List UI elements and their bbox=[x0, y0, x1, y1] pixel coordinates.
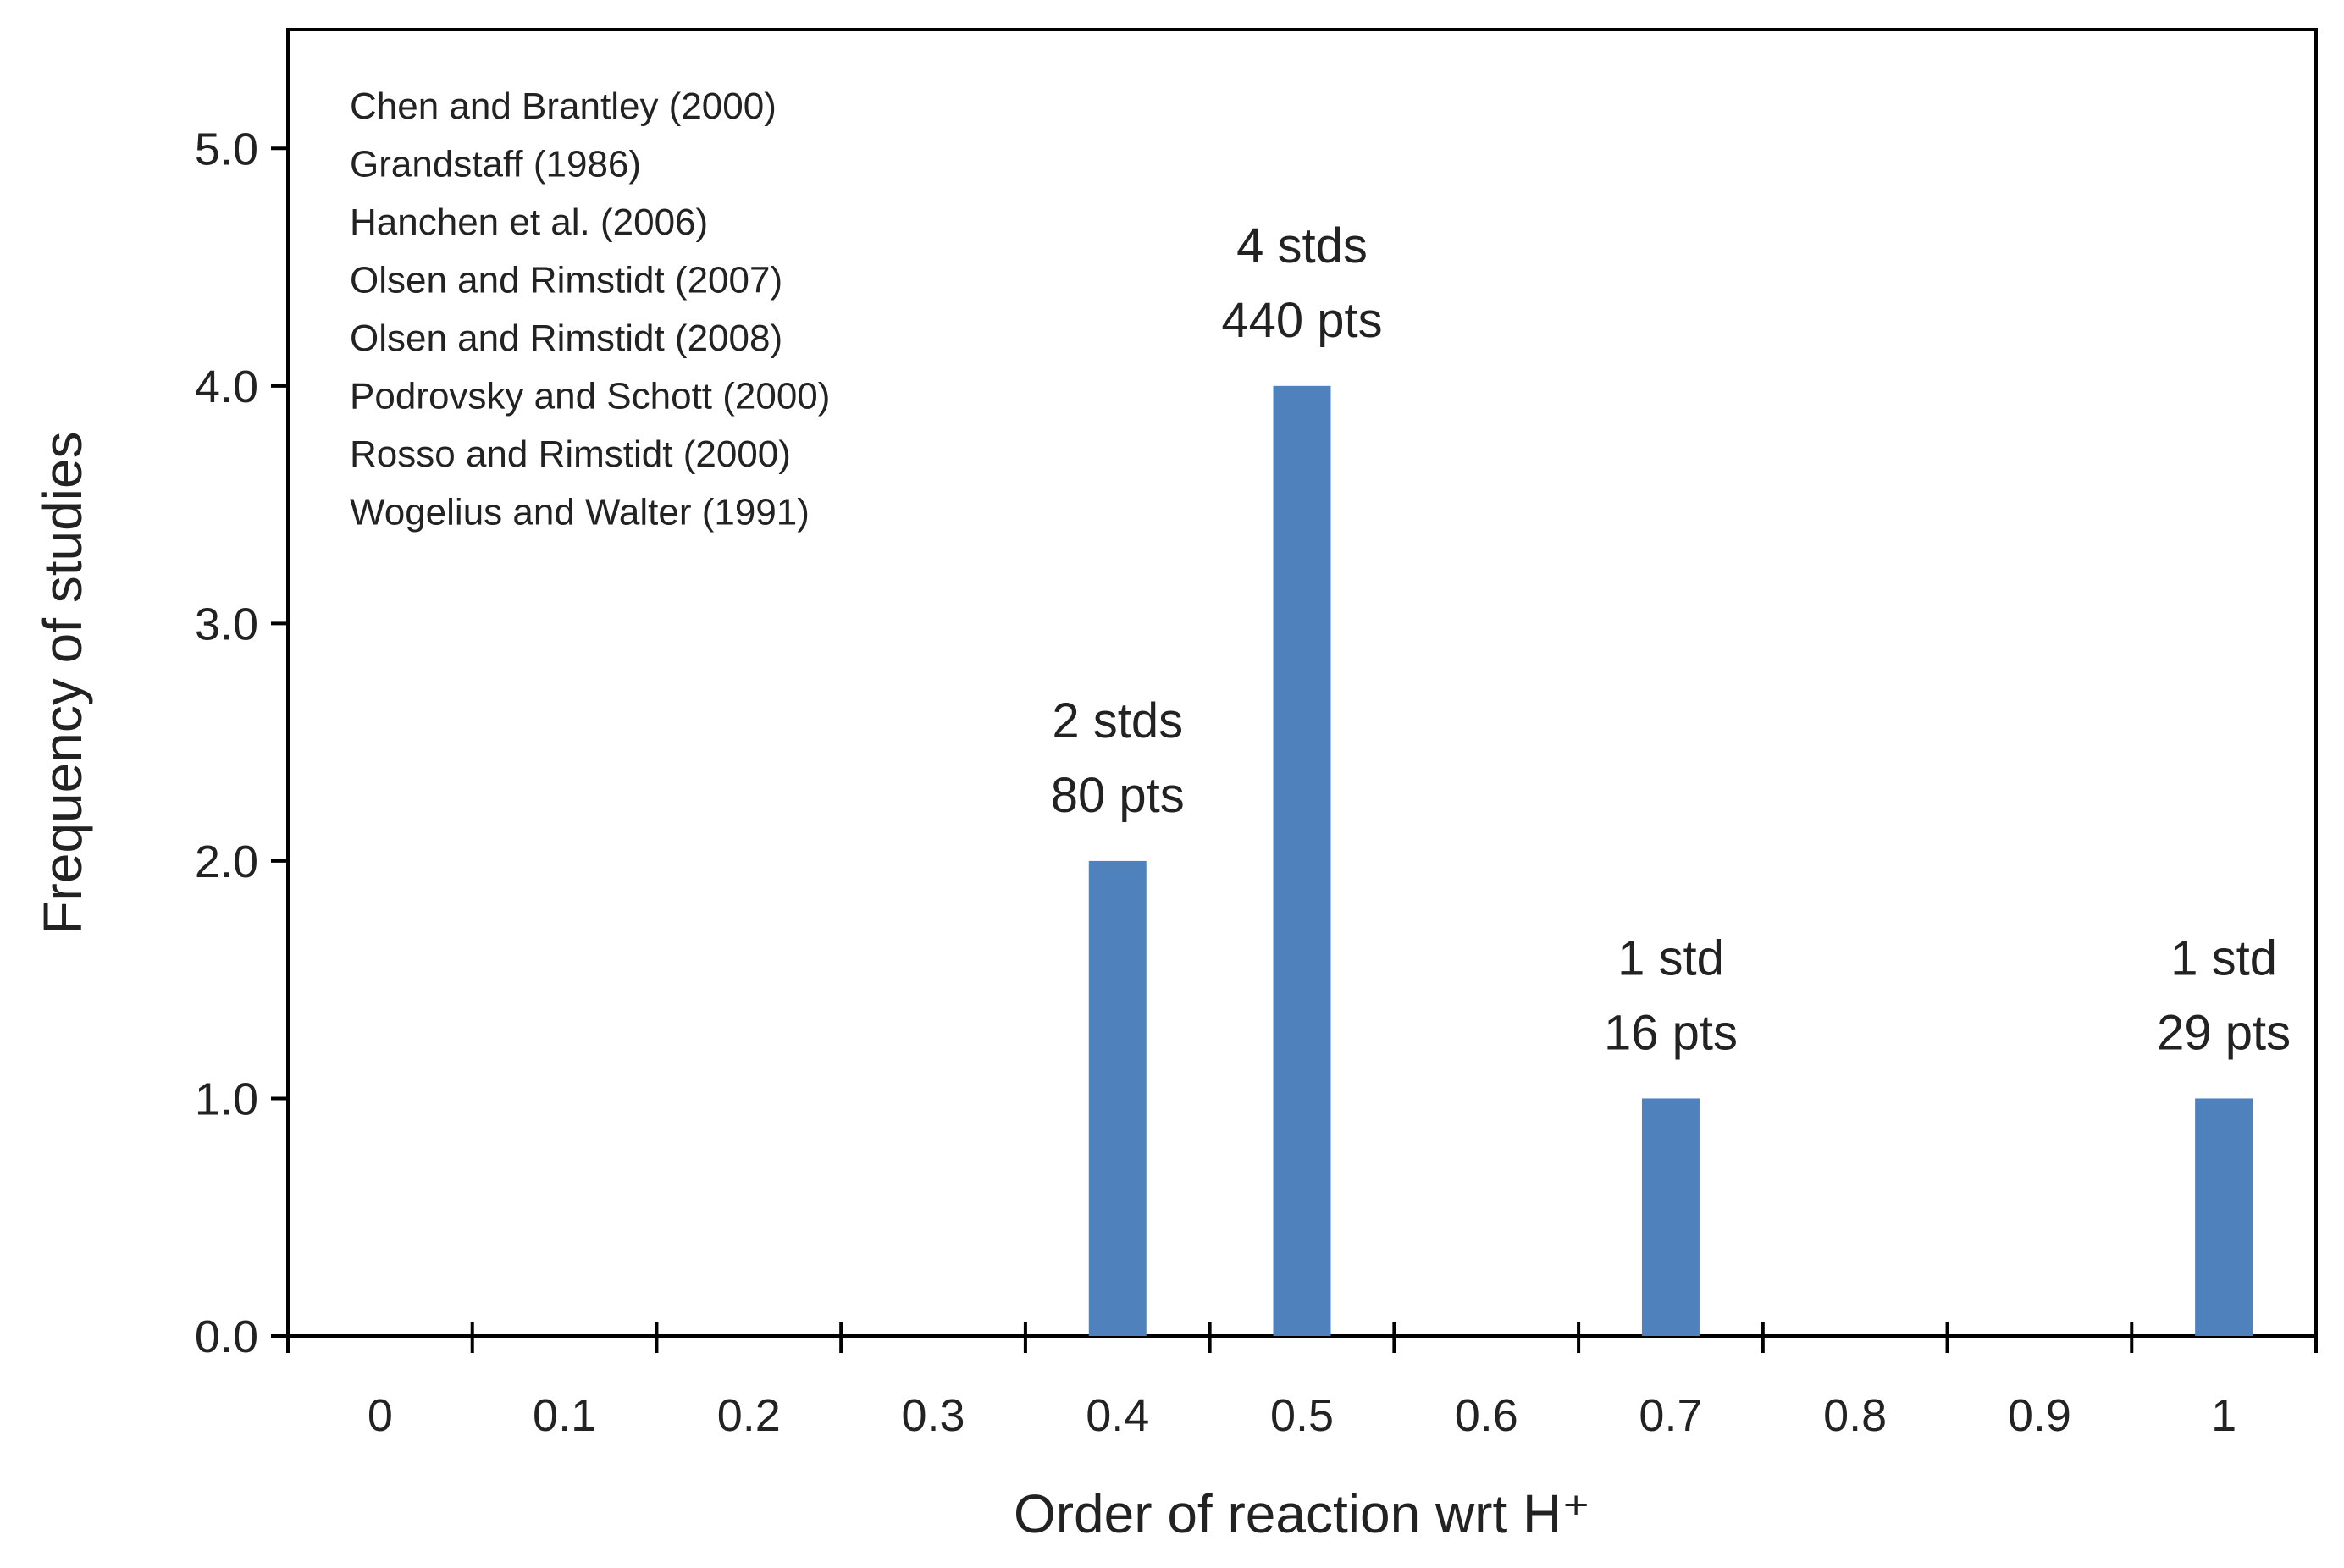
x-tick-label: 0.4 bbox=[1086, 1390, 1149, 1441]
y-axis-title: Frequency of studies bbox=[32, 431, 93, 934]
y-tick-label: 3.0 bbox=[195, 599, 258, 649]
x-tick-label: 0.5 bbox=[1270, 1390, 1334, 1441]
data-label: 4 stds bbox=[1236, 218, 1368, 273]
data-label: 440 pts bbox=[1221, 293, 1382, 348]
y-tick-label: 4.0 bbox=[195, 362, 258, 412]
data-label: 80 pts bbox=[1051, 768, 1185, 823]
x-tick-label: 0.9 bbox=[2008, 1390, 2071, 1441]
source-entry: Olsen and Rimstidt (2007) bbox=[350, 260, 782, 301]
source-entry: Wogelius and Walter (1991) bbox=[350, 492, 810, 533]
bar-0.7 bbox=[1641, 1098, 1700, 1336]
data-label: 2 stds bbox=[1052, 693, 1183, 748]
data-label: 1 std bbox=[2170, 930, 2277, 986]
data-labels-group: 2 stds 80 pts 4 stds 440 pts 1 std 16 pts 1 st… bbox=[1051, 218, 2291, 1061]
sources-annotation: Chen and Brantley (2000) Grandstaff (1986… bbox=[350, 86, 830, 533]
x-tick-label: 0.8 bbox=[1823, 1390, 1887, 1441]
x-tick-label: 1 bbox=[2211, 1390, 2236, 1441]
y-tick-label: 1.0 bbox=[195, 1074, 258, 1124]
x-tick-label: 0.2 bbox=[717, 1390, 781, 1441]
x-axis-title: Order of reaction wrt H⁺ bbox=[1014, 1483, 1590, 1544]
x-tick-label: 0.7 bbox=[1639, 1390, 1702, 1441]
axes-group: 0.0 1.0 2.0 3.0 4.0 5.0 0 0.1 0.2 0.3 0.4 0.5 0.6 0.7… bbox=[195, 124, 2318, 1441]
x-tick-label: 0.6 bbox=[1455, 1390, 1518, 1441]
bar-1 bbox=[2195, 1098, 2253, 1336]
x-tick-label: 0 bbox=[368, 1390, 393, 1441]
bars-group bbox=[1088, 385, 2253, 1337]
data-label: 16 pts bbox=[1604, 1005, 1738, 1060]
data-label: 1 std bbox=[1617, 930, 1724, 986]
source-entry: Podrovsky and Schott (2000) bbox=[350, 376, 830, 417]
y-tick-label: 0.0 bbox=[195, 1311, 258, 1362]
data-label: 29 pts bbox=[2157, 1005, 2291, 1060]
x-tick-label: 0.3 bbox=[902, 1390, 965, 1441]
x-tick-label: 0.1 bbox=[533, 1390, 596, 1441]
source-entry: Hanchen et al. (2006) bbox=[350, 202, 708, 243]
source-entry: Grandstaff (1986) bbox=[350, 144, 641, 185]
source-entry: Chen and Brantley (2000) bbox=[350, 86, 777, 127]
source-entry: Olsen and Rimstidt (2008) bbox=[350, 317, 782, 359]
bar-0.5 bbox=[1273, 385, 1331, 1337]
y-tick-label: 2.0 bbox=[195, 836, 258, 887]
source-entry: Rosso and Rimstidt (2000) bbox=[350, 433, 791, 475]
y-tick-label: 5.0 bbox=[195, 124, 258, 174]
bar-0.4 bbox=[1088, 860, 1147, 1336]
